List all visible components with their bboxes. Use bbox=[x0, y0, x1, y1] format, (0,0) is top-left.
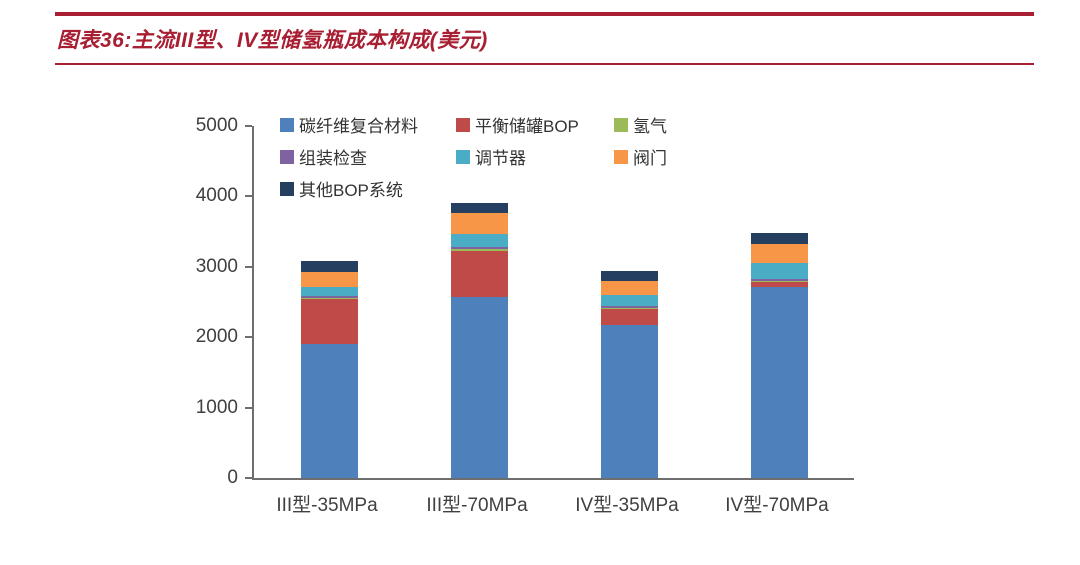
y-axis-tick-label: 5000 bbox=[195, 115, 238, 136]
x-axis-category-label: III型-70MPa bbox=[426, 495, 528, 516]
legend-color-swatch-icon bbox=[456, 117, 470, 132]
bar-slot bbox=[404, 126, 554, 478]
bar-segment-其他BOP系统 bbox=[750, 233, 808, 244]
stacked-bar bbox=[450, 202, 508, 478]
bar-segment-氢气 bbox=[750, 280, 808, 282]
bar-segment-调节器 bbox=[750, 262, 808, 280]
y-axis-tick-label: 0 bbox=[227, 467, 238, 488]
legend-color-swatch-icon bbox=[614, 149, 628, 164]
bar-segment-碳纤维复合材料 bbox=[600, 325, 658, 478]
bar-segment-氢气 bbox=[450, 249, 508, 251]
y-axis-tick-mark bbox=[245, 406, 252, 409]
bar-segment-组装检查 bbox=[600, 306, 658, 308]
y-axis-tick-label: 3000 bbox=[195, 255, 238, 277]
legend-item: 碳纤维复合材料 bbox=[280, 112, 456, 137]
bar-segment-平衡储罐BOP bbox=[750, 281, 808, 287]
chart-header: 图表36:主流III型、IV型储氢瓶成本构成(美元) bbox=[55, 12, 1034, 65]
bar-segment-碳纤维复合材料 bbox=[450, 297, 508, 478]
chart-title: 图表36:主流III型、IV型储氢瓶成本构成(美元) bbox=[57, 29, 488, 52]
bar-segment-调节器 bbox=[450, 234, 508, 248]
bar-slot bbox=[554, 126, 704, 478]
y-axis-tick-mark bbox=[245, 477, 252, 479]
x-axis-category-label: IV型-35MPa bbox=[575, 495, 679, 516]
bar-segment-其他BOP系统 bbox=[300, 261, 358, 272]
legend-label: 阀门 bbox=[633, 149, 667, 168]
stacked-bar bbox=[600, 271, 658, 478]
bar-segment-碳纤维复合材料 bbox=[300, 344, 358, 478]
bar-segment-其他BOP系统 bbox=[450, 202, 508, 214]
y-axis-tick-mark bbox=[245, 125, 252, 127]
legend-label: 碳纤维复合材料 bbox=[299, 117, 418, 136]
legend-label: 其他BOP系统 bbox=[299, 181, 403, 200]
x-axis-category-label: IV型-70MPa bbox=[725, 495, 829, 516]
plot-area: 碳纤维复合材料 平衡储罐BOP 氢气组装检查 调节器 阀门其他BOP系统 0 1000 20… bbox=[196, 115, 854, 488]
x-axis-category-label: III型-35MPa bbox=[276, 495, 378, 516]
bar-segment-氢气 bbox=[600, 308, 658, 310]
bar-segment-其他BOP系统 bbox=[600, 271, 658, 281]
bar-segment-阀门 bbox=[450, 213, 508, 235]
legend-label: 调节器 bbox=[475, 149, 526, 168]
legend-item: 组装检查 bbox=[280, 144, 456, 169]
legend-color-swatch-icon bbox=[456, 149, 470, 164]
bar-segment-平衡储罐BOP bbox=[600, 309, 658, 326]
legend-item: 氢气 bbox=[614, 112, 667, 137]
bar-segment-阀门 bbox=[600, 280, 658, 295]
legend-color-swatch-icon bbox=[280, 149, 294, 164]
y-axis-tick-mark bbox=[245, 336, 252, 339]
y-axis-tick-mark bbox=[245, 195, 252, 198]
x-axis-labels: III型-35MPa III型-70MPa IV型-35MPa IV型-70MPa bbox=[252, 490, 852, 517]
legend-item: 平衡储罐BOP bbox=[456, 112, 614, 137]
bar-segment-阀门 bbox=[300, 271, 358, 287]
y-axis-tick-label: 2000 bbox=[195, 326, 238, 348]
bar-segment-氢气 bbox=[300, 297, 358, 300]
legend-label: 组装检查 bbox=[299, 149, 367, 168]
y-axis-tick-mark bbox=[245, 265, 252, 268]
bars-container bbox=[254, 126, 854, 478]
bar-segment-阀门 bbox=[750, 243, 808, 263]
stacked-bar bbox=[750, 233, 808, 478]
legend-label: 氢气 bbox=[633, 117, 667, 136]
chart-legend: 碳纤维复合材料 平衡储罐BOP 氢气组装检查 调节器 阀门其他BOP系统 bbox=[280, 112, 667, 201]
stacked-bar bbox=[300, 261, 358, 478]
legend-color-swatch-icon bbox=[280, 117, 294, 132]
legend-item: 其他BOP系统 bbox=[280, 176, 456, 201]
bar-segment-碳纤维复合材料 bbox=[750, 286, 808, 478]
legend-color-swatch-icon bbox=[280, 181, 294, 196]
legend-label: 平衡储罐BOP bbox=[475, 117, 579, 136]
legend-color-swatch-icon bbox=[614, 117, 628, 132]
bar-segment-组装检查 bbox=[450, 247, 508, 250]
bar-segment-组装检查 bbox=[300, 295, 358, 298]
y-axis-tick-label: 1000 bbox=[195, 396, 238, 418]
bar-segment-调节器 bbox=[300, 286, 358, 296]
y-axis-tick-label: 4000 bbox=[195, 185, 238, 207]
bar-segment-组装检查 bbox=[750, 279, 808, 281]
legend-item: 阀门 bbox=[614, 144, 667, 169]
bar-segment-平衡储罐BOP bbox=[450, 250, 508, 298]
bar-segment-平衡储罐BOP bbox=[300, 299, 358, 345]
bar-segment-调节器 bbox=[600, 295, 658, 307]
bar-slot bbox=[704, 126, 854, 478]
bar-slot bbox=[254, 126, 404, 478]
legend-item: 调节器 bbox=[456, 144, 614, 169]
